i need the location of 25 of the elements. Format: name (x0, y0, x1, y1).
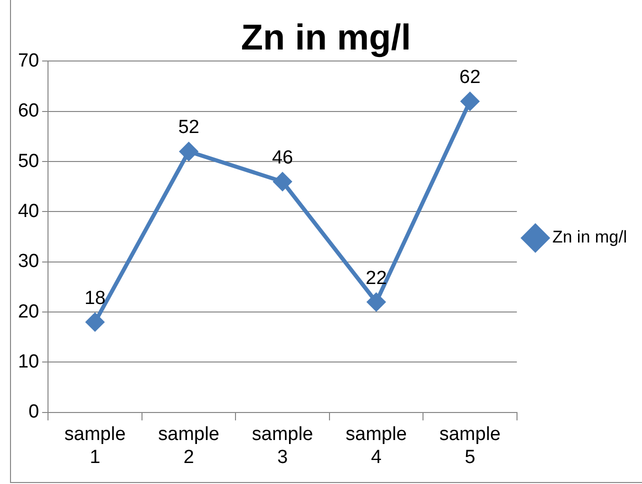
x-tick-label: sample 1 (64, 424, 126, 468)
y-tick-label: 70 (18, 50, 40, 72)
data-label: 22 (366, 268, 387, 289)
y-tick-label: 0 (28, 402, 40, 423)
point (274, 172, 292, 191)
point (367, 293, 386, 312)
legend-label: Zn in mg/l (552, 228, 628, 247)
data-label: 52 (178, 117, 200, 138)
data-label: 46 (272, 147, 294, 168)
point (460, 92, 479, 110)
point (86, 313, 104, 332)
x-tick-label: sample 3 (252, 424, 314, 468)
y-tick-label: 50 (18, 150, 40, 172)
y-tick-label: 60 (18, 100, 40, 122)
point (180, 142, 198, 161)
data-label: 18 (84, 288, 106, 309)
x-tick-label: sample 5 (439, 424, 501, 468)
y-tick-label: 20 (18, 301, 40, 322)
y-tick-label: 30 (18, 251, 40, 272)
chart-title: Zn in mg/l (241, 16, 411, 58)
x-tick-label: sample 2 (158, 424, 220, 468)
y-tick-label: 40 (18, 200, 40, 222)
y-tick-label: 10 (18, 351, 40, 372)
x-tick-label: sample 4 (346, 424, 407, 468)
data-label: 62 (459, 67, 481, 88)
